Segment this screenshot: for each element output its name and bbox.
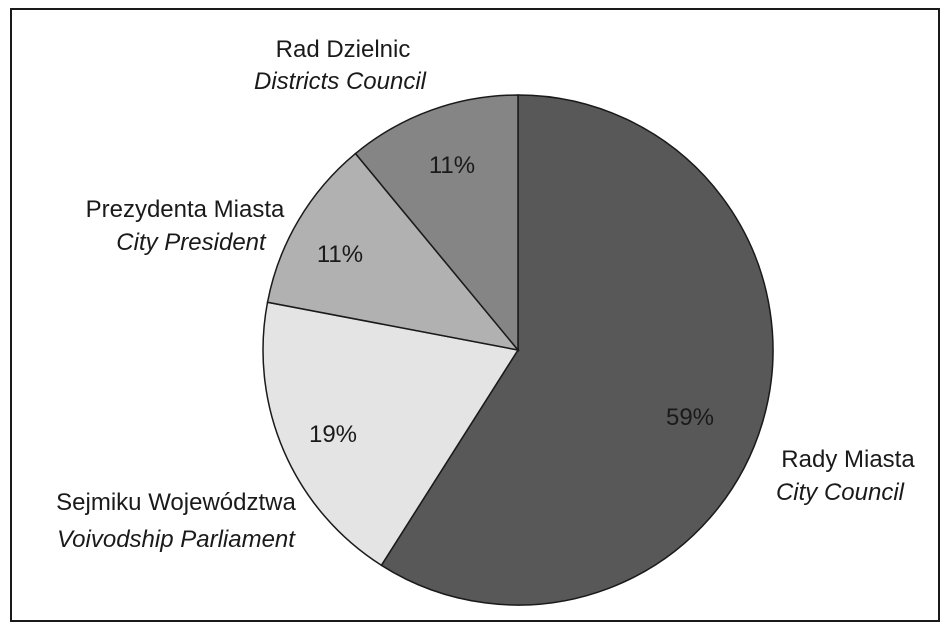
pie-slice-city-president (266, 152, 520, 352)
slice-pct-label-districts-council: 11% (429, 152, 475, 179)
pie-slices (262, 94, 774, 606)
pie-slice-districts-council (354, 94, 519, 353)
slice-label-en-city-president: City President (116, 229, 267, 256)
slice-pct-label-voivodship-parliament: 19% (309, 421, 357, 448)
slice-label-en-city-council: City Council (776, 479, 905, 506)
slice-label-pl-city-president: Prezydenta Miasta (86, 196, 285, 223)
slice-label-en-voivodship-parliament: Voivodship Parliament (57, 526, 296, 553)
slice-label-pl-city-council: Rady Miasta (781, 446, 915, 473)
slice-pct-label-city-council: 59% (666, 404, 714, 431)
slice-pct-label-city-president: 11% (317, 241, 363, 268)
slice-label-en-districts-council: Districts Council (254, 68, 427, 95)
pie-slice-city-council (380, 94, 774, 606)
slice-label-pl-voivodship-parliament: Sejmiku Województwa (56, 489, 296, 516)
pie-slice-voivodship-parliament (262, 301, 520, 567)
slice-label-pl-districts-council: Rad Dzielnic (276, 36, 411, 63)
